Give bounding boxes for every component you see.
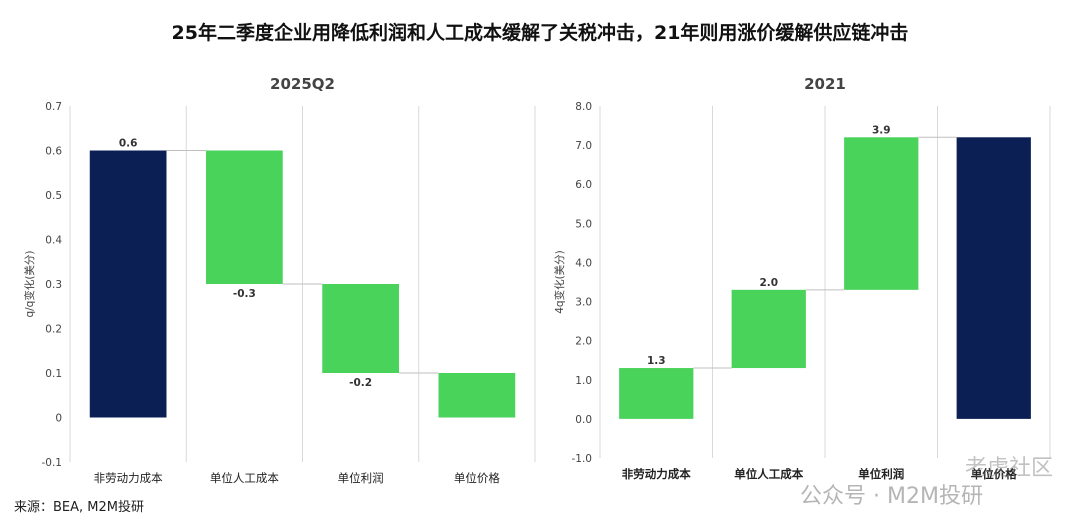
y-tick-label: 0.5	[45, 190, 62, 202]
y-tick-label: 0.4	[45, 235, 62, 247]
y-tick-label: 1.0	[575, 375, 592, 387]
bar	[89, 150, 167, 418]
bar	[731, 289, 806, 369]
category-label: 非劳动力成本	[94, 471, 163, 485]
y-tick-label: 0.2	[45, 324, 62, 336]
chart-title: 2021	[804, 75, 846, 93]
y-tick-label: 0.1	[45, 368, 62, 380]
y-tick-label: -0.1	[42, 457, 63, 469]
data-label: -0.3	[233, 288, 256, 300]
data-label: 1.3	[647, 355, 666, 367]
y-tick-label: 0.6	[45, 146, 62, 158]
category-label: 单位人工成本	[734, 467, 803, 481]
bar	[206, 150, 283, 284]
y-tick-label: 0.0	[575, 414, 592, 426]
y-tick-label: 0	[55, 413, 62, 425]
y-tick-label: -1.0	[572, 453, 593, 465]
bar	[619, 368, 694, 419]
y-tick-label: 4.0	[575, 257, 592, 269]
y-tick-label: 8.0	[575, 101, 592, 113]
data-label: 3.9	[872, 124, 891, 136]
category-label: 单位利润	[338, 471, 384, 485]
y-tick-label: 2.0	[575, 336, 592, 348]
category-label: 单位价格	[454, 471, 500, 485]
y-tick-label: 7.0	[575, 140, 592, 152]
chart-2021: 2021 -1.0 0.0 1.0 2.0 3.0 4.0 5.0 6.0 7.0 8.0 4q变化(…	[553, 75, 1051, 481]
y-tick-label: 5.0	[575, 218, 592, 230]
category-label: 非劳动力成本	[622, 467, 691, 481]
y-axis-label: 4q变化(美分)	[553, 250, 566, 314]
bar	[844, 137, 919, 290]
y-tick-label: 6.0	[575, 179, 592, 191]
category-label: 单位利润	[858, 467, 904, 481]
data-label: -0.2	[349, 377, 372, 389]
category-label: 单位价格	[971, 467, 1017, 481]
source-note: 来源：BEA, M2M投研	[14, 500, 144, 515]
watermark-logo-text: 老虎社区	[965, 456, 1054, 481]
chart-title: 2025Q2	[270, 75, 335, 93]
chart-2025q2: 2025Q2 -0.1 0 0.1 0.2 0.3 0.4 0.5 0.6 0.7 q/q变化(美分…	[23, 75, 536, 485]
y-tick-label: 0.7	[45, 101, 62, 113]
y-tick-label: 3.0	[575, 297, 592, 309]
bar	[322, 284, 399, 373]
page-title: 25年二季度企业用降低利润和人工成本缓解了关税冲击，21年则用涨价缓解供应链冲击	[171, 22, 909, 44]
watermark-text: 公众号 · M2M投研	[800, 484, 983, 509]
y-tick-label: 0.3	[45, 279, 62, 291]
y-axis-label: q/q变化(美分)	[23, 250, 36, 317]
bar	[956, 137, 1031, 419]
category-label: 单位人工成本	[210, 471, 279, 485]
data-label: 0.6	[119, 138, 138, 150]
data-label: 2.0	[759, 277, 778, 289]
bar	[438, 373, 516, 418]
